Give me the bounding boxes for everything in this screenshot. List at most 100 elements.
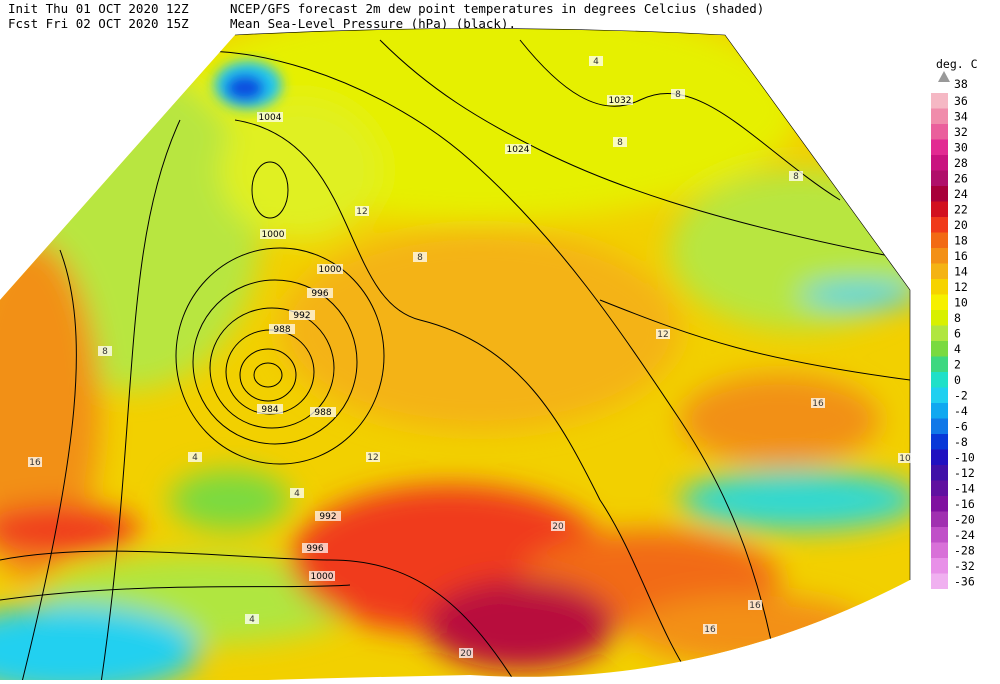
legend-swatch [931, 294, 948, 310]
pressure-label: 1024 [507, 145, 530, 155]
dewpoint-labels: 12 12 16 16 16 16 8 4 4 20 20 12 8 4 8 4 8 8 10 [28, 56, 912, 659]
dewpoint-label: 20 [552, 522, 564, 532]
forecast-time: Fcst Fri 02 OCT 2020 15Z [8, 16, 189, 31]
legend-label: -32 [954, 559, 975, 573]
dewpoint-label: 8 [417, 253, 423, 263]
legend-swatch [931, 542, 948, 558]
legend-label: 16 [954, 249, 968, 263]
dewpoint-label: 12 [657, 330, 668, 340]
legend-label: 28 [954, 156, 968, 170]
pressure-label-bg [310, 407, 336, 417]
legend-swatch [931, 511, 948, 527]
legend-label: -36 [954, 574, 975, 588]
legend-swatch [931, 124, 948, 140]
legend-label: -2 [954, 388, 968, 402]
legend-swatch [931, 201, 948, 217]
dewpoint-label-bg [613, 137, 627, 147]
pressure-label-bg [269, 324, 295, 334]
legend-label: 12 [954, 280, 968, 294]
legend-label: 26 [954, 171, 968, 185]
legend-swatch [931, 372, 948, 388]
legend-swatch [931, 170, 948, 186]
legend-label: 34 [954, 109, 968, 123]
legend-label: -16 [954, 497, 975, 511]
dewpoint-label-bg [28, 457, 42, 467]
dewpoint-label-bg [748, 600, 762, 610]
legend: 363432302826242220181614121086420-2-4-6-… [931, 93, 975, 589]
pressure-label-bg [302, 543, 328, 553]
dewpoint-shading [0, 28, 910, 684]
pressure-label-bg [309, 571, 335, 581]
pressure-label-bg [289, 310, 315, 320]
pressure-label-bg [317, 264, 343, 274]
pressure-label: 1004 [259, 113, 282, 123]
legend-label: 32 [954, 125, 968, 139]
dewpoint-label-bg [589, 56, 603, 66]
pressure-label-bg [257, 404, 283, 414]
dewpoint-label-bg [98, 346, 112, 356]
dewpoint-label: 8 [793, 172, 799, 182]
dewpoint-label-bg [290, 488, 304, 498]
pressure-label: 1000 [311, 572, 334, 582]
legend-label: 14 [954, 264, 968, 278]
legend-label: 4 [954, 342, 961, 356]
legend-label: -12 [954, 466, 975, 480]
legend-label: -8 [954, 435, 968, 449]
pressure-label: 996 [311, 289, 328, 299]
pressure-label-bg [607, 95, 633, 105]
dewpoint-label: 16 [704, 625, 716, 635]
pressure-label-bg [307, 288, 333, 298]
pressure-label: 984 [261, 405, 278, 415]
pressure-label-bg [505, 144, 531, 154]
legend-label: 22 [954, 202, 968, 216]
legend-swatch [931, 418, 948, 434]
pressure-label: 992 [319, 512, 336, 522]
legend-label: 6 [954, 326, 961, 340]
pressure-label: 988 [314, 408, 331, 418]
cold-spots [214, 61, 282, 109]
dewpoint-label-bg [245, 614, 259, 624]
legend-swatch [931, 155, 948, 171]
legend-swatch [931, 527, 948, 543]
legend-swatch [931, 108, 948, 124]
legend-swatch [931, 186, 948, 202]
pressure-label-bg [257, 112, 283, 122]
dewpoint-label-bg [413, 252, 427, 262]
legend-label: 0 [954, 373, 961, 387]
legend-label: 10 [954, 295, 968, 309]
legend-swatch [931, 434, 948, 450]
legend-swatch [931, 248, 948, 264]
legend-swatch [931, 310, 948, 326]
dewpoint-label: 10 [899, 454, 911, 464]
legend-label: 2 [954, 357, 961, 371]
pressure-label-bg [260, 229, 286, 239]
legend-label: 18 [954, 233, 968, 247]
dewpoint-label: 4 [294, 489, 300, 499]
legend-unit: deg. C [936, 57, 978, 71]
legend-label: 20 [954, 218, 968, 232]
legend-label: -4 [954, 404, 968, 418]
dewpoint-label-bg [703, 624, 717, 634]
legend-label: -28 [954, 543, 975, 557]
dewpoint-label-bg [188, 452, 202, 462]
dewpoint-label-bg [898, 453, 912, 463]
legend-label: 36 [954, 94, 968, 108]
legend-swatch [931, 217, 948, 233]
dewpoint-label-bg [366, 452, 380, 462]
map-area [0, 28, 910, 684]
dewpoint-label-bg [656, 329, 670, 339]
dewpoint-label: 12 [367, 453, 378, 463]
dewpoint-label: 4 [192, 453, 198, 463]
dewpoint-label: 4 [593, 57, 599, 67]
legend-swatch [931, 449, 948, 465]
pressure-label: 992 [293, 311, 310, 321]
legend-swatch [931, 341, 948, 357]
pressure-label: 988 [273, 325, 290, 335]
map-title: NCEP/GFS forecast 2m dew point temperatu… [230, 1, 764, 16]
dewpoint-label-bg [811, 398, 825, 408]
legend-swatch [931, 279, 948, 295]
init-time: Init Thu 01 OCT 2020 12Z [8, 1, 189, 16]
